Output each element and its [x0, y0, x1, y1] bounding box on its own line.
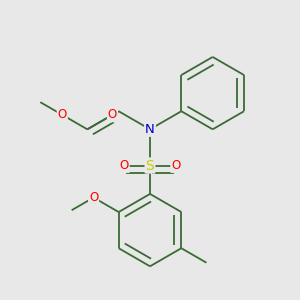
Text: O: O	[119, 159, 129, 172]
Text: N: N	[145, 123, 155, 136]
Text: O: O	[108, 108, 117, 122]
Text: O: O	[89, 191, 98, 204]
Text: O: O	[58, 108, 67, 122]
Text: S: S	[146, 158, 154, 172]
Text: O: O	[171, 159, 181, 172]
